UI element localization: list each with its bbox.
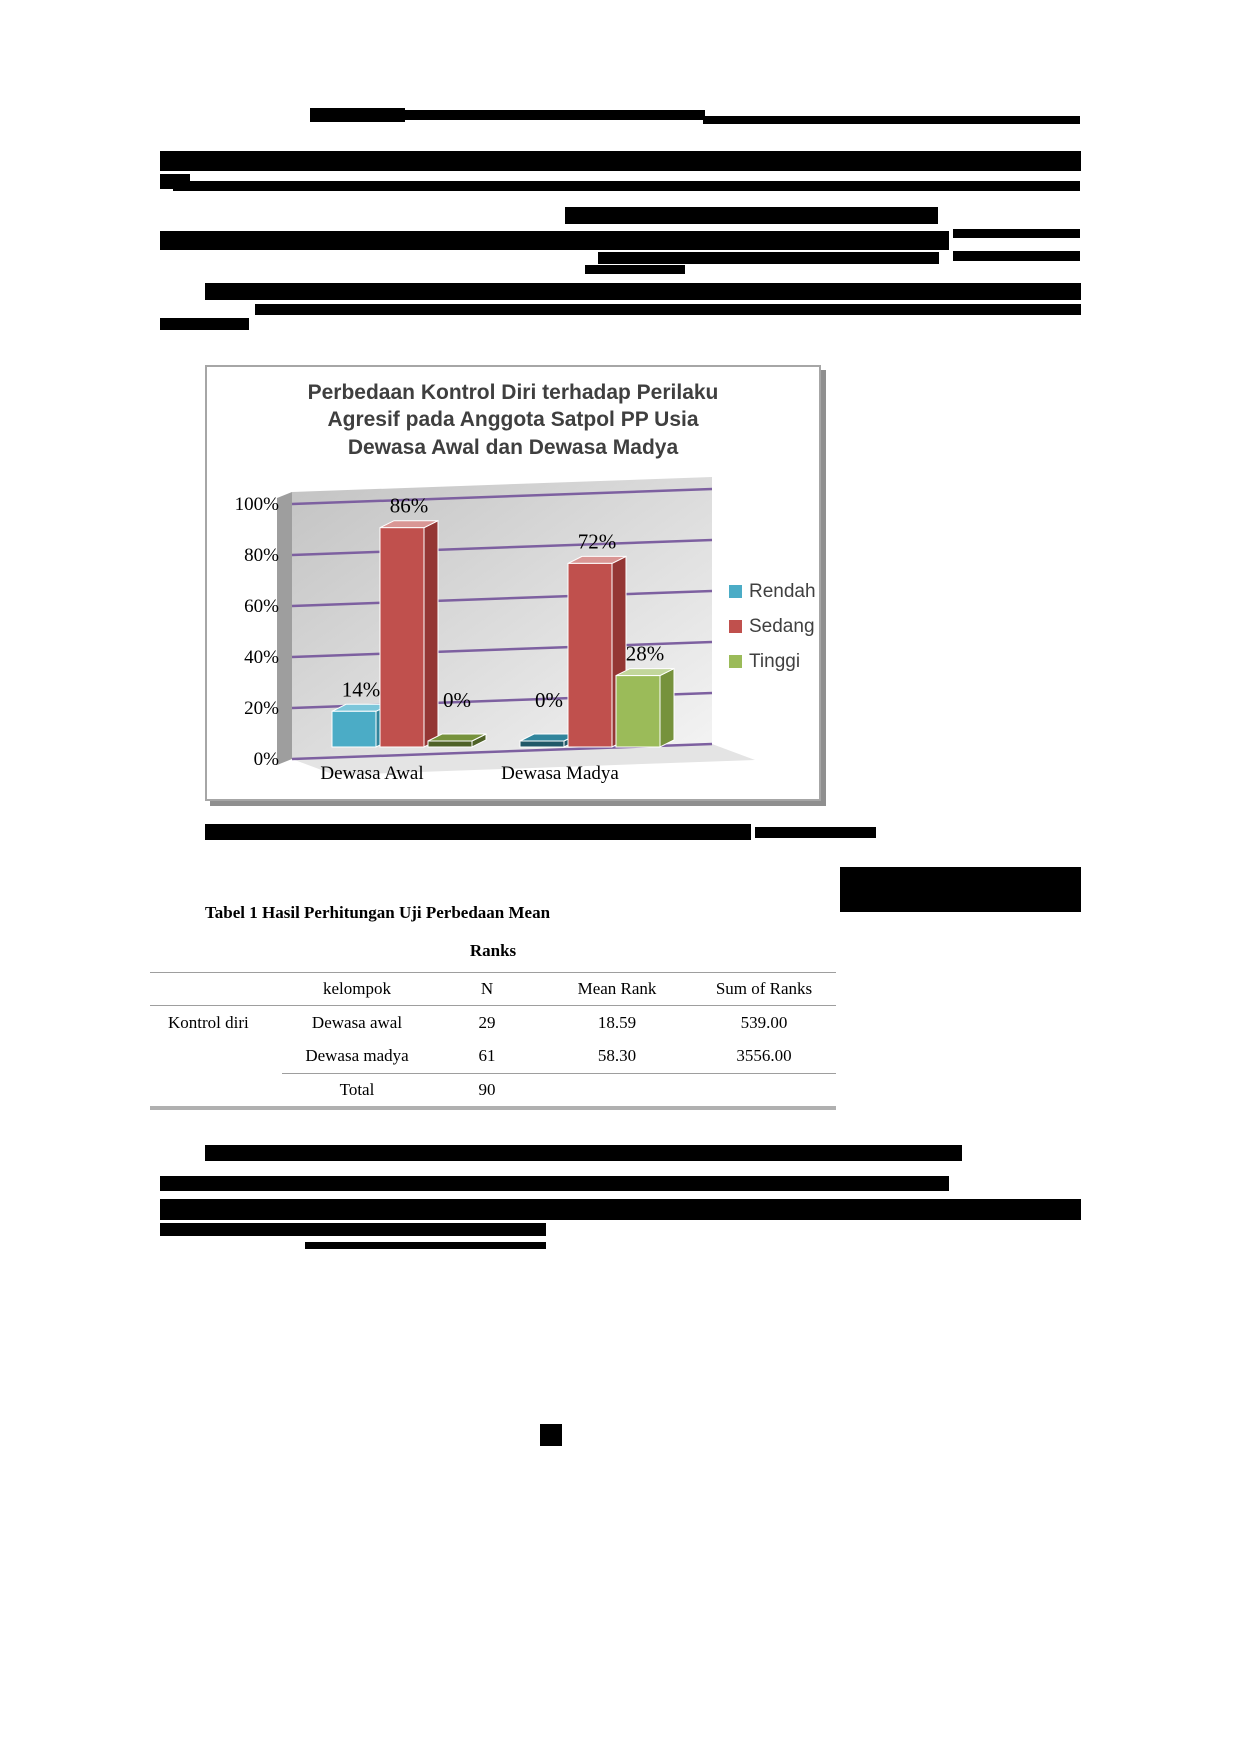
table-header-row: kelompok N Mean Rank Sum of Ranks [150,972,836,1006]
svg-text:86%: 86% [390,494,429,518]
svg-text:Tinggi: Tinggi [749,651,800,672]
table-subtitle: Ranks [469,941,517,960]
table-row-total: Total 90 [150,1073,836,1109]
table-row: Kontrol diri Dewasa awal 29 18.59 539.00 [150,1006,836,1040]
svg-text:14%: 14% [342,677,381,701]
cell-n: 29 [478,1012,496,1032]
column-header-mean-rank: Mean Rank [542,972,692,1006]
svg-text:80%: 80% [244,545,279,566]
chart-title: Perbedaan Kontrol Diri terhadap Perilaku… [207,379,819,461]
svg-text:40%: 40% [244,647,279,668]
cell-kelompok: Total [282,1073,432,1108]
cell-sum-of-ranks [692,1073,836,1108]
chart-title-line: Dewasa Awal dan Dewasa Madya [347,435,679,459]
svg-text:60%: 60% [244,596,279,617]
cell-mean-rank [542,1073,692,1108]
redacted-text-block [173,181,1080,191]
redacted-text-block [540,1424,562,1446]
column-header-kelompok: kelompok [282,972,432,1006]
cell-row-label [150,1074,282,1109]
redacted-text-block [598,252,939,264]
svg-text:Dewasa Awal: Dewasa Awal [320,763,423,784]
redacted-text-block [255,304,1081,315]
redacted-text-block [703,116,1080,124]
svg-text:Dewasa Madya: Dewasa Madya [501,763,619,784]
bar-chart: 100% 80% 60% 40% 20% 0% 14% 86% 0% Dewasa Awal 0% 7… [235,477,816,784]
redacted-text-block [205,824,751,840]
redacted-text-block [205,1145,962,1161]
cell-sum-of-ranks: 539.00 [740,1012,788,1032]
cell-n: 90 [432,1073,542,1108]
svg-text:28%: 28% [626,642,665,666]
table-row: Dewasa madya 61 58.30 3556.00 [150,1040,836,1074]
redacted-text-block [160,151,1081,171]
redacted-text-block [953,229,1080,238]
cell-mean-rank: 18.59 [597,1012,637,1032]
svg-text:20%: 20% [244,698,279,719]
cell-row-label: Kontrol diri [168,1012,249,1032]
svg-text:0%: 0% [254,749,280,770]
table-caption: Tabel 1 Hasil Perhitungan Uji Perbedaan … [205,903,551,922]
svg-text:Sedang: Sedang [749,616,815,637]
redacted-text-block [585,265,685,274]
redacted-text-block [953,251,1080,261]
redacted-text-block [160,318,249,330]
svg-text:0%: 0% [535,688,563,712]
cell-kelompok: Dewasa madya [305,1046,409,1066]
redacted-text-block [160,1199,1081,1220]
svg-text:0%: 0% [443,688,471,712]
svg-text:100%: 100% [235,494,280,515]
ranks-table: kelompok N Mean Rank Sum of Ranks Kontro… [150,972,836,1110]
column-header-n: N [432,972,542,1006]
redacted-text-block [160,231,949,250]
cell-kelompok: Dewasa awal [311,1012,403,1032]
cell-n: 61 [478,1046,496,1066]
chart-figure: Perbedaan Kontrol Diri terhadap Perilaku… [205,365,821,801]
redacted-text-block [160,1223,546,1236]
redacted-text-block [755,827,876,838]
svg-text:72%: 72% [578,529,617,553]
cell-mean-rank: 58.30 [597,1046,637,1066]
redacted-text-block [305,1242,546,1249]
redacted-text-block [205,283,1081,300]
cell-sum-of-ranks: 3556.00 [736,1046,792,1066]
redacted-text-block [310,108,405,122]
column-header-sum-of-ranks: Sum of Ranks [692,972,836,1006]
redacted-text-block [565,207,938,224]
chart-title-line: Agresif pada Anggota Satpol PP Usia [327,408,699,432]
column-header-blank [150,972,282,1006]
redacted-text-block [400,110,705,120]
chart-title-line: Perbedaan Kontrol Diri terhadap Perilaku [307,381,719,404]
cell-row-label [150,1040,282,1074]
redacted-text-block [160,1176,949,1191]
svg-text:Rendah: Rendah [749,581,816,602]
redacted-text-block [840,867,1081,912]
